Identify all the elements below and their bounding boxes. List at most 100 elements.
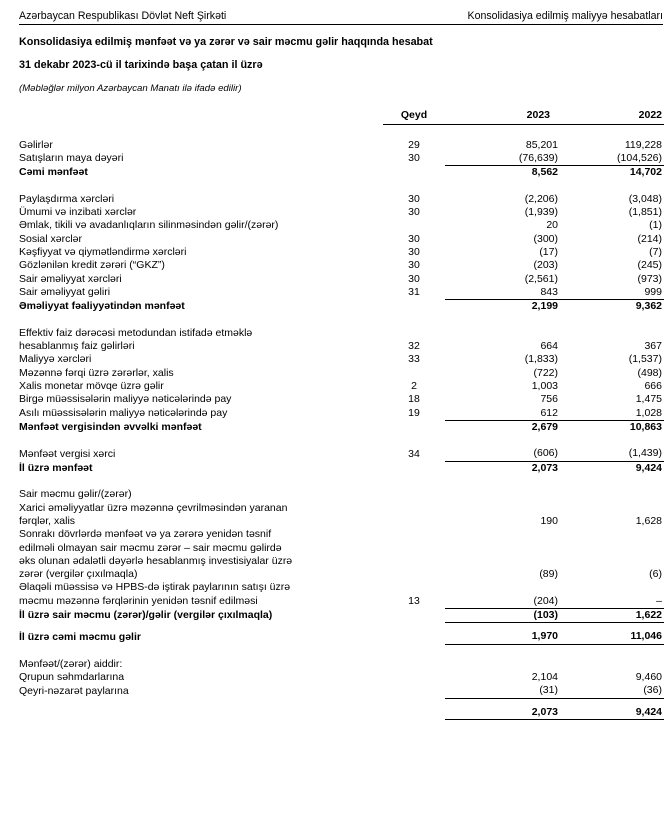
row-value-2022: 367 [644, 340, 662, 353]
table-row-attributable-to-nci: Qeyri-nəzarət paylarına (31) (36) [19, 684, 664, 698]
row-label: Xarici əməliyyatlar üzrə məzənnə çevrilm… [19, 501, 288, 514]
row-note: 19 [408, 407, 420, 420]
table-row-distribution-costs: Paylaşdırma xərcləri 30 (2,206) (3,048) [19, 193, 664, 206]
row-value-2023: 20 [546, 219, 558, 232]
spacer-row [19, 644, 664, 658]
row-note: 30 [408, 192, 420, 205]
row-value-2022: (1) [649, 219, 662, 232]
row-note: 30 [408, 232, 420, 245]
table-row-fvoci-line3: əks olunan ədalətli dəyərlə hesablanmış … [19, 555, 664, 568]
page-title: Konsolidasiya edilmiş mənfəət və ya zərə… [19, 36, 433, 48]
row-label: Məzənnə fərqi üzrə zərərlər, xalis [19, 366, 174, 379]
row-label: İl üzrə mənfəət [19, 461, 93, 474]
table-row-revenue: Gəlirlər 29 85,201 119,228 [19, 139, 664, 152]
table-row-social-expenses: Sosial xərclər 30 (300) (214) [19, 233, 664, 246]
row-value-2023: 612 [540, 406, 558, 419]
table-row-total-comprehensive-income: İl üzrə cəmi məcmu gəlir 1,970 11,046 [19, 630, 664, 645]
row-note [383, 461, 445, 475]
row-note [383, 706, 445, 720]
table-row-fx-translation-line1: Xarici əməliyyatlar üzrə məzənnə çevrilm… [19, 502, 664, 515]
row-value-2023 [445, 488, 558, 501]
row-label: Kəşfiyyat və qiymətləndirmə xərcləri [19, 245, 187, 258]
row-value-2023: 2,073 [445, 705, 558, 721]
table-row-jv-share: Birgə müəssisələrin maliyyə nəticələrind… [19, 393, 664, 406]
table-row-fvoci-line2: edilməli olmayan sair məcmu zərər – sair… [19, 542, 664, 555]
row-label: Sair əməliyyat gəliri [19, 286, 111, 299]
row-value-2022: 14,702 [558, 165, 664, 180]
row-value-2022: (1,439) [628, 447, 662, 460]
row-note [383, 684, 445, 698]
row-value-2023: (17) [539, 245, 558, 258]
running-header-company: Azərbaycan Respublikası Dövlət Neft Şirk… [19, 10, 227, 22]
row-value-2023: 2,199 [445, 299, 558, 314]
row-label: Birgə müəssisələrin maliyyə nəticələrind… [19, 393, 232, 406]
row-value-2022: 666 [644, 379, 662, 392]
table-row-net-monetary-position: Xalis monetar mövqe üzrə gəlir 2 1,003 6… [19, 380, 664, 393]
table-header-row: Qeyd 2023 2022 [19, 109, 664, 126]
row-value-2023: (2,206) [524, 192, 558, 205]
row-note [383, 581, 445, 594]
row-value-2023: 2,679 [445, 419, 558, 435]
table-row-interest-income: hesablanmış faiz gəlirləri 32 664 367 [19, 340, 664, 353]
section-heading: Sair məcmu gəlir/(zərər) [19, 488, 132, 501]
row-value-2023: 1,970 [445, 630, 558, 645]
table-row-expected-credit-loss: Gözlənilən kredit zərəri (“GKZ”) 30 (203… [19, 259, 664, 272]
row-label: Qeyri-nəzarət paylarına [19, 684, 129, 697]
row-label: Maliyyə xərcləri [19, 353, 92, 366]
row-value-2022 [558, 581, 664, 594]
table-row-interest-income-line1: Effektiv faiz dərəcəsi metodundan istifa… [19, 327, 664, 340]
row-note: 33 [408, 353, 420, 366]
row-note: 30 [408, 245, 420, 258]
row-note [383, 327, 445, 340]
row-value-2023 [445, 581, 558, 594]
spacer-row [19, 697, 664, 706]
running-header: Azərbaycan Respublikası Dövlət Neft Şirk… [19, 0, 663, 25]
row-value-2022 [558, 658, 664, 671]
row-value-2022: (214) [637, 232, 662, 245]
row-label: Asılı müəssisələrin maliyyə nəticələrind… [19, 407, 228, 420]
table-row-other-operating-expenses: Sair əməliyyat xərcləri 30 (2,561) (973) [19, 273, 664, 286]
section-heading: Mənfəət/(zərər) aiddir: [19, 657, 123, 670]
row-value-2022 [558, 555, 664, 568]
row-value-2022 [558, 488, 664, 501]
row-note [383, 166, 445, 180]
table-row-ppe-disposal: Əmlak, tikili və avadanlıqların silinməs… [19, 219, 664, 232]
table-row-fx-losses: Məzənnə fərqi üzrə zərərlər, xalis (722)… [19, 367, 664, 380]
row-note: 30 [408, 152, 420, 165]
table-row-profit-for-the-year: İl üzrə mənfəət 2,073 9,424 [19, 460, 664, 476]
row-note: 34 [408, 447, 420, 460]
row-label: əks olunan ədalətli dəyərlə hesablanmış … [19, 554, 293, 567]
row-note [383, 488, 445, 501]
row-note [383, 420, 445, 434]
table-row-exploration: Kəşfiyyat və qiymətləndirmə xərcləri 30 … [19, 246, 664, 259]
row-note [383, 502, 445, 515]
row-value-2023: (103) [445, 607, 558, 624]
row-value-2022 [558, 528, 664, 541]
row-value-2022: (245) [637, 259, 662, 272]
spacer-row [19, 434, 664, 447]
row-note: 31 [408, 286, 420, 299]
row-value-2023: 664 [540, 340, 558, 353]
row-note: 13 [408, 595, 420, 608]
row-value-2022: 9,424 [558, 460, 664, 476]
row-value-2022: 1,028 [635, 406, 662, 419]
row-value-2022: – [656, 594, 662, 607]
column-header-year-2023: 2023 [445, 109, 558, 126]
row-note [383, 528, 445, 541]
row-value-2022: 999 [644, 285, 662, 298]
page-subtitle: 31 dekabr 2023-cü il tarixində başa çata… [19, 59, 263, 71]
row-value-2023: 8,562 [445, 165, 558, 180]
spacer-row [19, 313, 664, 326]
row-value-2022: 9,362 [558, 299, 664, 314]
row-label: Paylaşdırma xərcləri [19, 192, 115, 205]
row-value-2023: (76,639) [518, 151, 558, 164]
row-value-2022: 1,622 [558, 607, 664, 624]
row-note [383, 542, 445, 555]
table-row-attribution-total: 2,073 9,424 [19, 705, 664, 721]
row-value-2022: (7) [649, 245, 662, 258]
spacer-row [19, 475, 664, 488]
table-row-oci-heading: Sair məcmu gəlir/(zərər) [19, 488, 664, 501]
row-note [383, 367, 445, 380]
row-value-2022: (6) [649, 568, 662, 581]
table-row-other-operating-income: Sair əməliyyat gəliri 31 843 999 [19, 286, 664, 300]
